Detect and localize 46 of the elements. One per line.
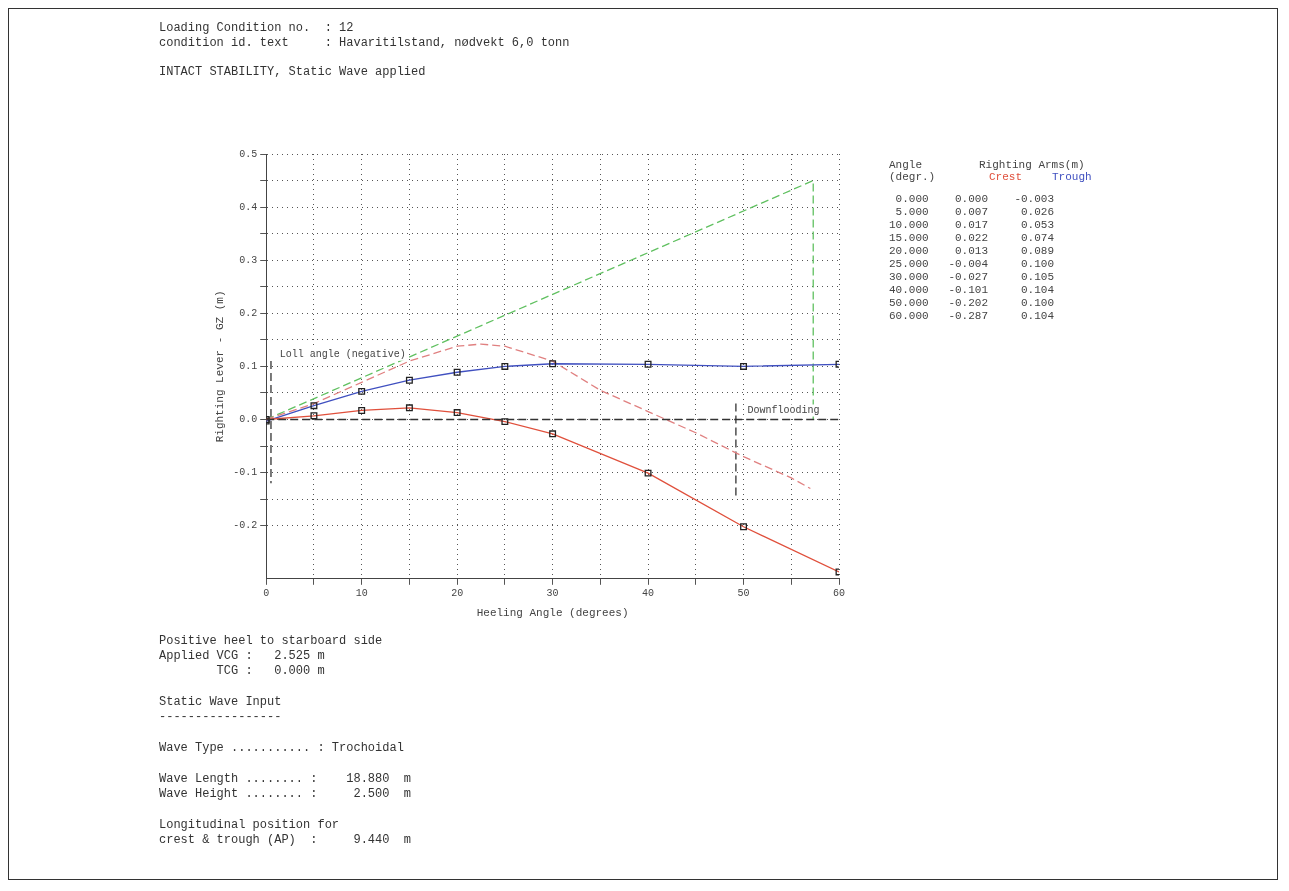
y-tick-label: 0.0 xyxy=(239,414,258,426)
x-tick-label: 20 xyxy=(451,588,464,600)
y-tick-label: 0.3 xyxy=(239,254,258,266)
y-axis-title: Righting Lever - GZ (m) xyxy=(213,290,226,443)
text: 20.000 0.013 0.089 xyxy=(889,245,1056,258)
text: 50.000 -0.202 0.100 xyxy=(889,297,1056,310)
text: 60.000 -0.287 0.104 xyxy=(889,310,1056,323)
text: crest & trough (AP) : 9.440 m xyxy=(159,833,412,848)
text: ----------------- xyxy=(159,710,283,725)
y-tick-label: 0.2 xyxy=(239,307,258,319)
annotation: Loll angle (negative) xyxy=(279,349,406,361)
x-tick-label: 60 xyxy=(832,588,846,600)
text: Positive heel to starboard side xyxy=(159,634,384,649)
text: Crest xyxy=(989,171,1023,183)
text: Wave Height ........ : 2.500 m xyxy=(159,787,412,802)
x-axis-title: Heeling Angle (degrees) xyxy=(476,607,629,620)
text: 40.000 -0.101 0.104 xyxy=(889,284,1056,297)
text: Wave Length ........ : 18.880 m xyxy=(159,772,412,787)
annotation: Downflooding xyxy=(747,405,820,417)
text: 10.000 0.017 0.053 xyxy=(889,219,1056,232)
text: Trough xyxy=(1052,171,1092,183)
x-tick-label: 50 xyxy=(737,588,750,600)
text: 15.000 0.022 0.074 xyxy=(889,232,1056,245)
chart-title: INTACT STABILITY, Static Wave applied xyxy=(159,65,427,80)
text: Applied VCG : 2.525 m xyxy=(159,649,326,664)
y-tick-label: 0.5 xyxy=(239,148,258,160)
text: Loading Condition no. : 12 xyxy=(159,21,355,36)
y-tick-label: 0.1 xyxy=(239,361,258,373)
text: Longitudinal position for xyxy=(159,818,341,833)
text: 30.000 -0.027 0.105 xyxy=(889,271,1056,284)
y-tick-label: -0.1 xyxy=(233,467,258,479)
x-tick-label: 10 xyxy=(355,588,368,600)
text: Wave Type ........... : Trochoidal xyxy=(159,741,405,756)
text: Righting Arms(m) xyxy=(979,159,1086,171)
x-tick-label: 30 xyxy=(546,588,559,600)
y-tick-label: 0.4 xyxy=(239,201,258,213)
x-tick-label: 0 xyxy=(263,588,270,600)
text: Angle (degr.) xyxy=(889,159,937,183)
text: TCG : 0.000 m xyxy=(215,664,326,679)
text: 25.000 -0.004 0.100 xyxy=(889,258,1056,271)
text: condition id. text : Havaritilstand, nødvekt 6,0 tonn xyxy=(159,36,570,51)
y-tick-label: -0.2 xyxy=(233,520,258,532)
x-tick-label: 40 xyxy=(642,588,655,600)
text: Static Wave Input xyxy=(159,695,283,710)
text: 0.000 0.000 -0.003 xyxy=(894,193,1056,206)
text: 5.000 0.007 0.026 xyxy=(894,206,1056,219)
